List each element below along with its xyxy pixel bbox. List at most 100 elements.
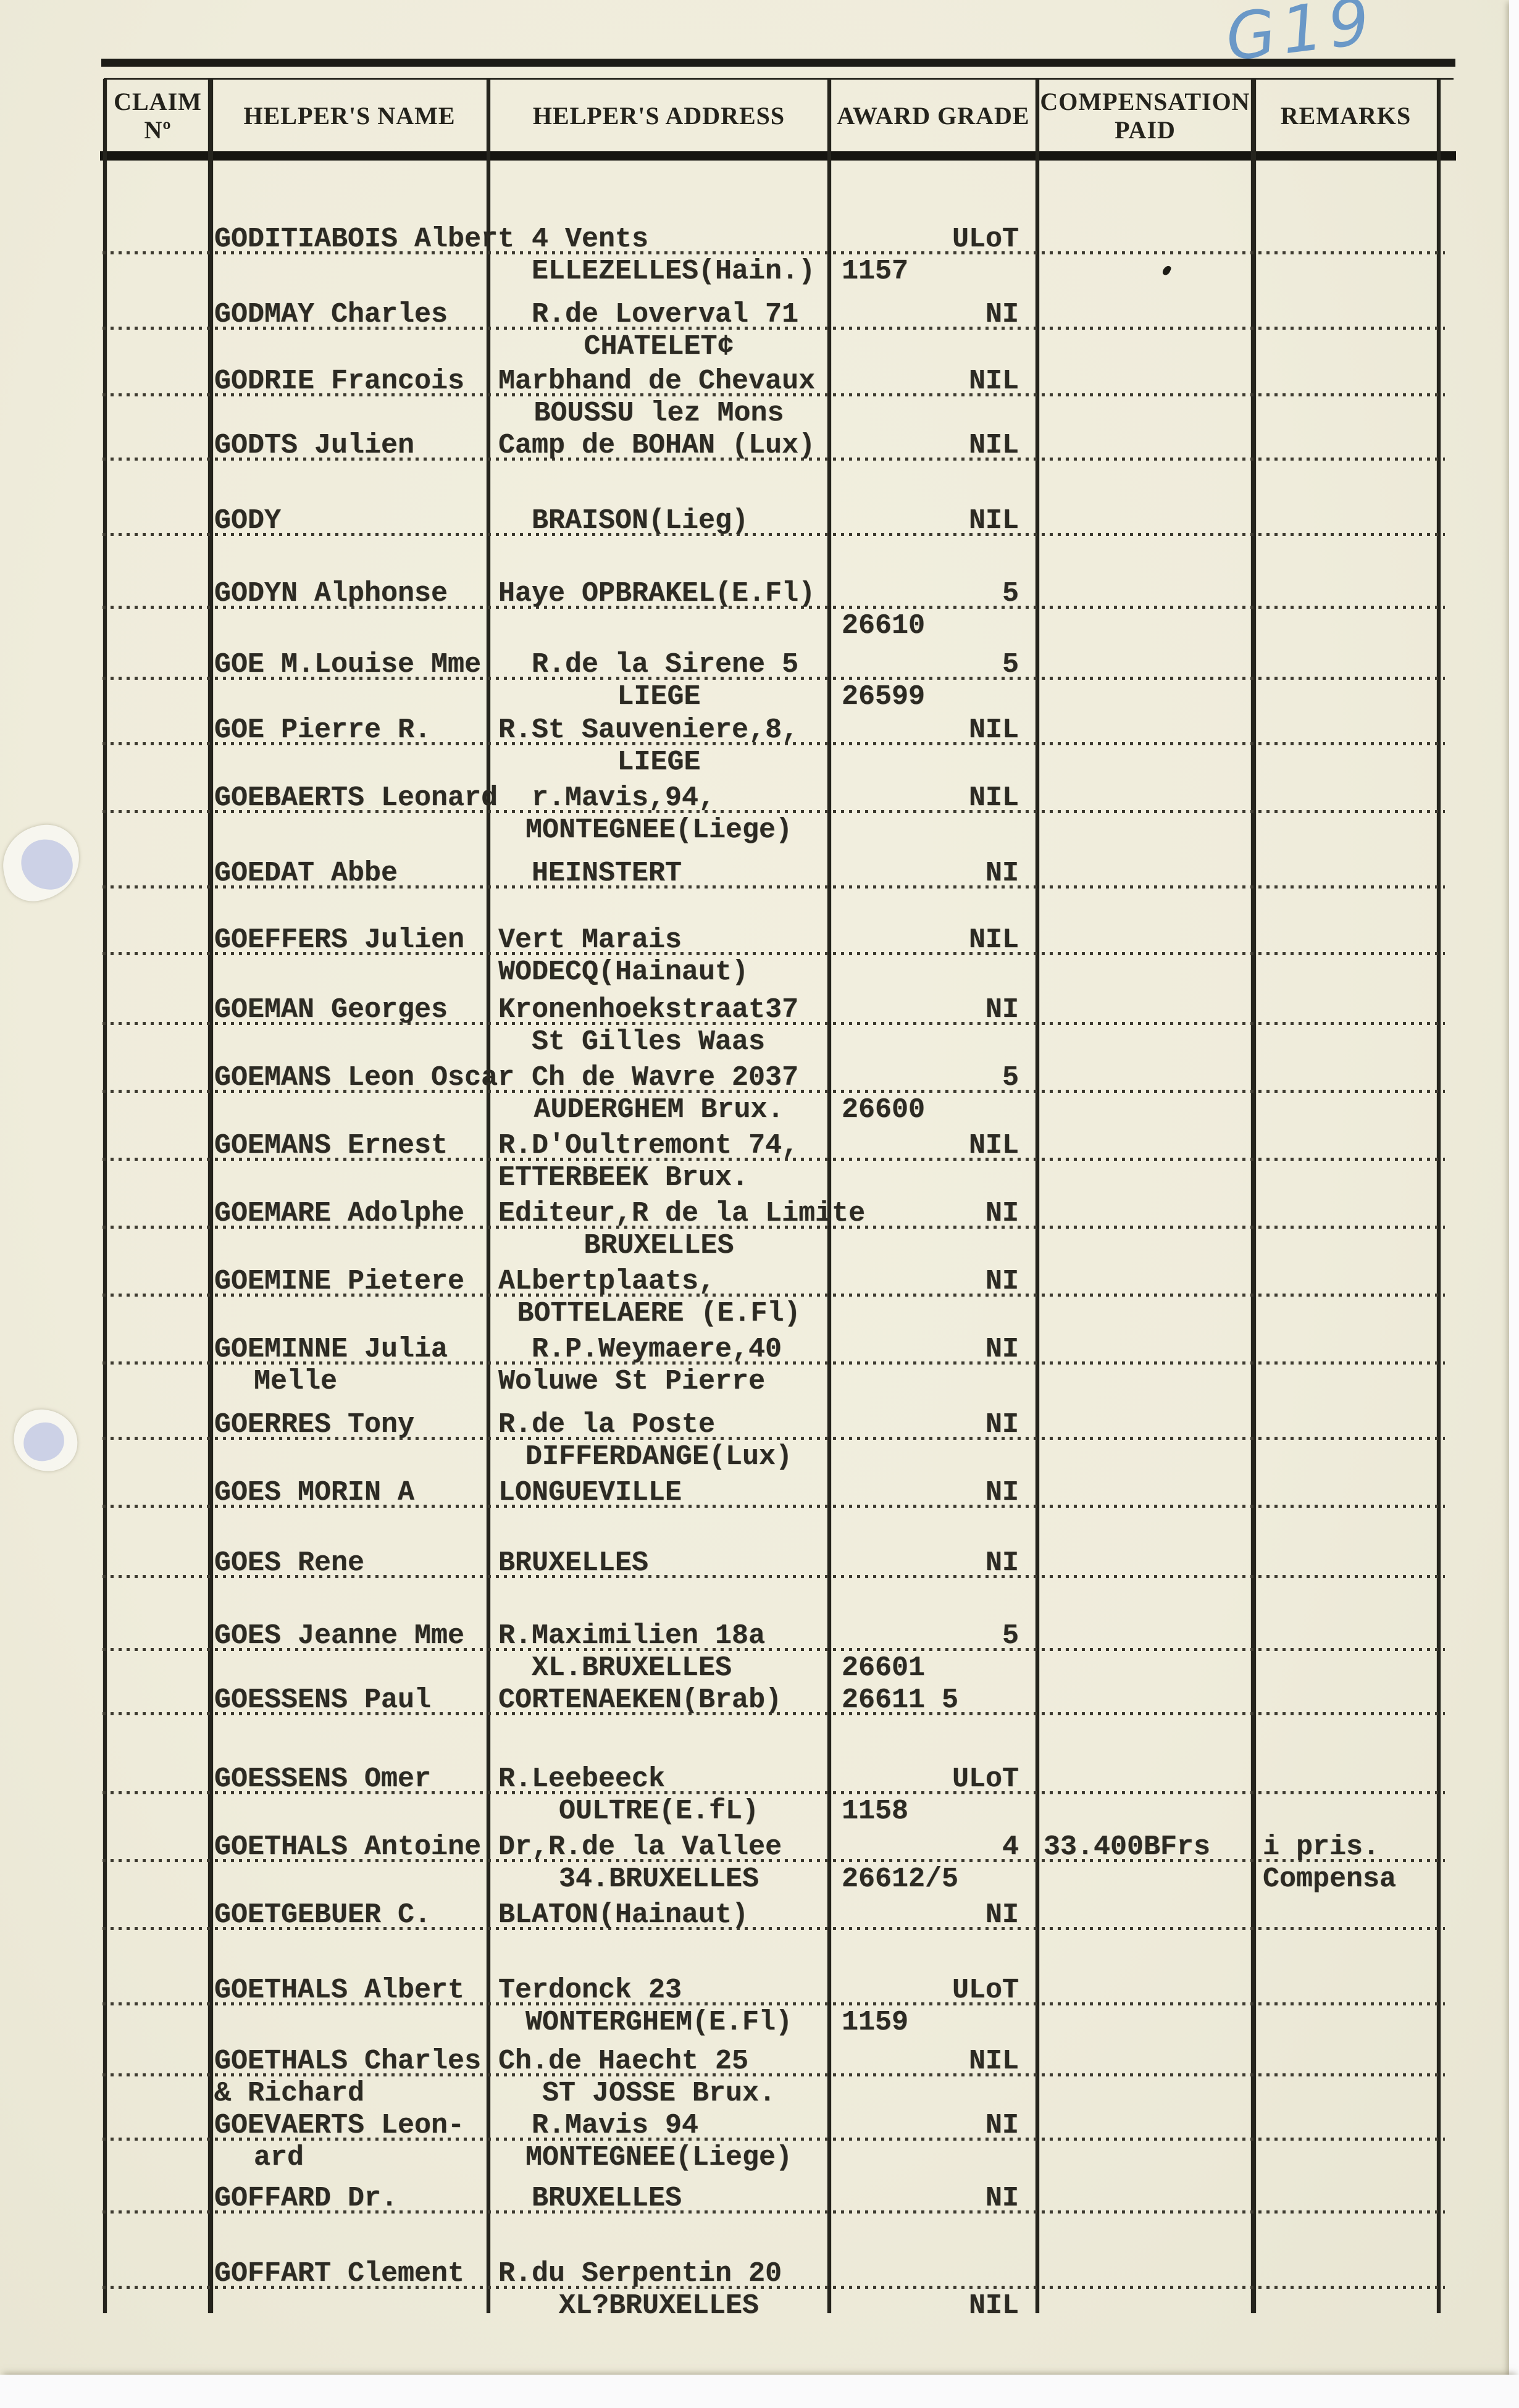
text-line: GODRIE Francois xyxy=(214,366,465,397)
table-row: GOEMINE Pietere ALbertplaats, BOTTELAERE (… xyxy=(103,1266,1445,1330)
text-line: 33.400BFrs xyxy=(1044,1831,1211,1863)
text-line: GOETHALS Antoine xyxy=(214,1831,482,1863)
claim-cell xyxy=(105,299,211,363)
addr-cell: ALbertplaats, BOTTELAERE (E.Fl) xyxy=(488,1266,829,1330)
dotted-rule xyxy=(103,393,1445,396)
name-cell: GOEBAERTS Leonard xyxy=(211,782,498,847)
award-cell: ULoT 1157 xyxy=(829,224,1037,288)
comp-cell xyxy=(1037,1477,1253,1509)
text-line: NI xyxy=(985,1477,1019,1508)
text-line: NIL xyxy=(968,2290,1019,2322)
text-line: XL?BRUXELLES xyxy=(558,2290,760,2322)
text-line: NIL xyxy=(968,1130,1019,1161)
text-line: NI xyxy=(985,1198,1019,1229)
award-cell: NI xyxy=(829,1899,1037,1931)
comp-cell xyxy=(1037,1684,1253,1716)
dotted-rule xyxy=(103,1437,1445,1440)
addr-cell: LONGUEVILLE xyxy=(488,1477,829,1509)
text-line: NI xyxy=(985,1266,1019,1297)
text-line: R.de la Sirene 5 xyxy=(532,649,799,680)
addr-cell: Haye OPBRAKEL(E.Fl) xyxy=(488,578,829,642)
header-cell-1: HELPER'S NAME xyxy=(211,102,488,130)
comp-cell xyxy=(1037,714,1253,779)
remarks-cell xyxy=(1253,994,1439,1058)
text-line: 1157 xyxy=(842,256,909,287)
text-line: Melle xyxy=(254,1366,338,1397)
text-line: GOEVAERTS Leon- xyxy=(214,2110,465,2141)
header-label: PAID xyxy=(1115,116,1176,144)
text-line: 26612/5 xyxy=(842,1863,959,1895)
addr-cell: R.Leebeeck OULTRE(E.fL) xyxy=(488,1763,829,1828)
claim-cell xyxy=(105,1062,211,1126)
claim-cell xyxy=(105,1130,211,1194)
text-line: GOETHALS Charles xyxy=(214,2046,482,2077)
addr-cell: R.St Sauveniere,8, LIEGE xyxy=(488,714,829,779)
text-line: NI xyxy=(985,1334,1019,1365)
remarks-cell xyxy=(1253,430,1439,462)
table-row: GOES Rene BRUXELLES NI xyxy=(103,1547,1445,1579)
claim-cell xyxy=(105,2110,211,2174)
header-bottom-rule xyxy=(100,151,1456,161)
text-line: Vert Marais xyxy=(498,924,682,956)
award-cell: 5 26599 xyxy=(829,649,1037,713)
text-line: Kronenhoekstraat37 xyxy=(498,994,799,1026)
text-line: GOEBAERTS Leonard xyxy=(214,782,498,814)
dotted-rule xyxy=(103,742,1445,745)
comp-cell xyxy=(1037,2046,1253,2110)
text-line: R.St Sauveniere,8, xyxy=(498,714,799,746)
text-line: GODYN Alphonse xyxy=(214,578,448,609)
name-cell: GODYN Alphonse xyxy=(211,578,488,642)
text-line: 1158 xyxy=(842,1796,909,1827)
comp-cell xyxy=(1037,1266,1253,1330)
claim-cell xyxy=(105,1198,211,1262)
addr-cell: BRAISON(Lieg) xyxy=(488,505,829,537)
text-line: R.Mavis 94 xyxy=(532,2110,699,2141)
claim-cell xyxy=(105,1831,211,1896)
table-row: GODRIE Francois Marbhand de Chevaux BOUSSU… xyxy=(103,366,1445,430)
award-cell: NI xyxy=(829,1198,1037,1262)
punch-hole xyxy=(9,1405,83,1476)
remarks-cell xyxy=(1253,2258,1439,2322)
award-cell: NI xyxy=(829,2183,1037,2215)
text-line: Marbhand de Chevaux xyxy=(498,366,816,397)
name-cell: GODTS Julien xyxy=(211,430,488,462)
text-line: GOEMANS Ernest xyxy=(214,1130,448,1161)
comp-cell xyxy=(1037,1547,1253,1579)
addr-cell: BRUXELLES xyxy=(488,1547,829,1579)
table-row: GOEMAN Georges Kronenhoekstraat37 St Gille… xyxy=(103,994,1445,1058)
comp-cell xyxy=(1037,858,1253,890)
text-line: AUDERGHEM Brux. xyxy=(534,1094,784,1126)
table-row: GOEMINNE Julia Melle R.P.Weymaere,40 Woluwe… xyxy=(103,1334,1445,1398)
dotted-rule xyxy=(103,2002,1445,2005)
addr-cell: BRUXELLES xyxy=(488,2183,829,2215)
award-cell: NI xyxy=(829,1266,1037,1330)
dotted-rule xyxy=(103,1226,1445,1229)
dotted-rule xyxy=(103,1505,1445,1508)
text-line: 26601 xyxy=(842,1652,926,1684)
text-line: Dr,R.de la Vallee xyxy=(498,1831,782,1863)
remarks-cell xyxy=(1253,2046,1439,2110)
award-cell: 5 26600 xyxy=(829,1062,1037,1126)
remarks-cell xyxy=(1253,1198,1439,1262)
award-cell: ULoT 1158 xyxy=(829,1763,1037,1828)
addr-cell: R.du Serpentin 20 XL?BRUXELLES xyxy=(488,2258,829,2322)
name-cell: GOE M.Louise Mme xyxy=(211,649,488,713)
comp-cell xyxy=(1037,1409,1253,1473)
table-row: GOERRES Tony R.de la Poste DIFFERDANGE(Lux… xyxy=(103,1409,1445,1473)
text-line: GOES Rene xyxy=(214,1547,365,1579)
text-line: GOEMINNE Julia xyxy=(214,1334,448,1365)
addr-cell: R.de la Poste DIFFERDANGE(Lux) xyxy=(488,1409,829,1473)
top-rule-heavy xyxy=(101,59,1455,67)
table-row: GOE Pierre R. R.St Sauveniere,8, LIEGE NIL xyxy=(103,714,1445,779)
text-line: WODECQ(Hainaut) xyxy=(498,956,749,988)
remarks-cell xyxy=(1253,1547,1439,1579)
text-line: NI xyxy=(985,1409,1019,1440)
punch-hole xyxy=(0,817,88,908)
addr-cell: R.D'Oultremont 74, ETTERBEEK Brux. xyxy=(488,1130,829,1194)
dotted-rule xyxy=(103,952,1445,955)
comp-cell xyxy=(1037,994,1253,1058)
award-cell: 26611 5 xyxy=(829,1684,1037,1716)
table-row: GOETHALS Antoine Dr,R.de la Vallee 34.BRUX… xyxy=(103,1831,1445,1896)
name-cell: GOES MORIN A xyxy=(211,1477,488,1509)
comp-cell xyxy=(1037,1334,1253,1398)
